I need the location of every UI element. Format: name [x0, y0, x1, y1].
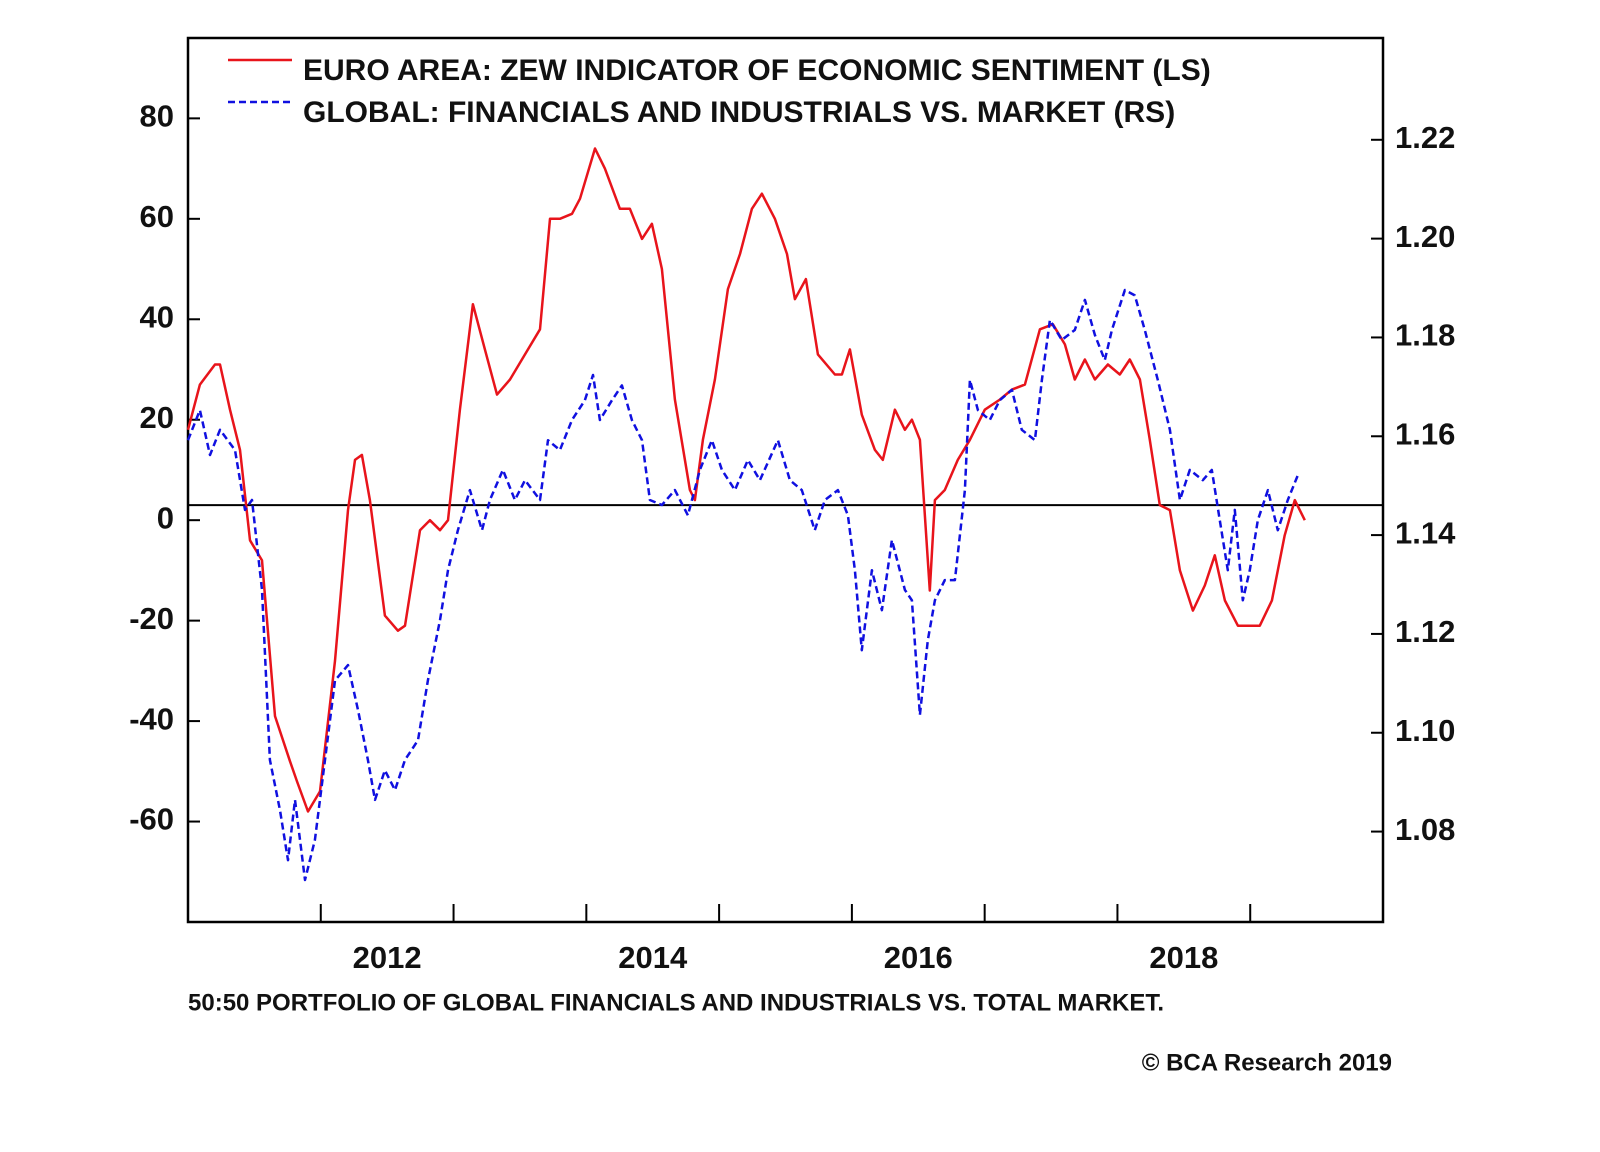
y-tick-label: -60 [129, 802, 174, 837]
footnote: 50:50 PORTFOLIO OF GLOBAL FINANCIALS AND… [188, 989, 1164, 1016]
y2-tick-label: 1.12 [1395, 614, 1455, 649]
source: © BCA Research 2019 [1142, 1049, 1392, 1076]
x-tick-label: 2014 [618, 940, 688, 975]
y-tick-label: 80 [140, 99, 174, 134]
y-tick-label: 0 [157, 500, 174, 535]
series-line [186, 288, 1299, 882]
y2-tick-label: 1.10 [1395, 713, 1455, 748]
plot-frame [186, 36, 1385, 924]
y-tick-label: -40 [129, 701, 174, 736]
y-tick-label: 40 [140, 299, 174, 334]
y2-tick-label: 1.16 [1395, 416, 1455, 451]
y2-tick-label: 1.20 [1395, 219, 1455, 254]
legend-label: GLOBAL: FINANCIALS AND INDUSTRIALS VS. M… [303, 96, 1175, 129]
y2-tick-label: 1.08 [1395, 812, 1455, 847]
y-tick-label: 60 [140, 199, 174, 234]
x-tick-label: 2018 [1149, 940, 1218, 975]
y-tick-label: 20 [140, 400, 174, 435]
legend-label: EURO AREA: ZEW INDICATOR OF ECONOMIC SEN… [303, 54, 1211, 87]
x-tick-label: 2016 [884, 940, 953, 975]
x-tick-label: 2012 [353, 940, 422, 975]
y2-tick-label: 1.22 [1395, 120, 1455, 155]
series-line [186, 147, 1306, 813]
y-tick-label: -20 [129, 601, 174, 636]
y2-tick-label: 1.14 [1395, 515, 1456, 550]
y2-tick-label: 1.18 [1395, 318, 1455, 353]
